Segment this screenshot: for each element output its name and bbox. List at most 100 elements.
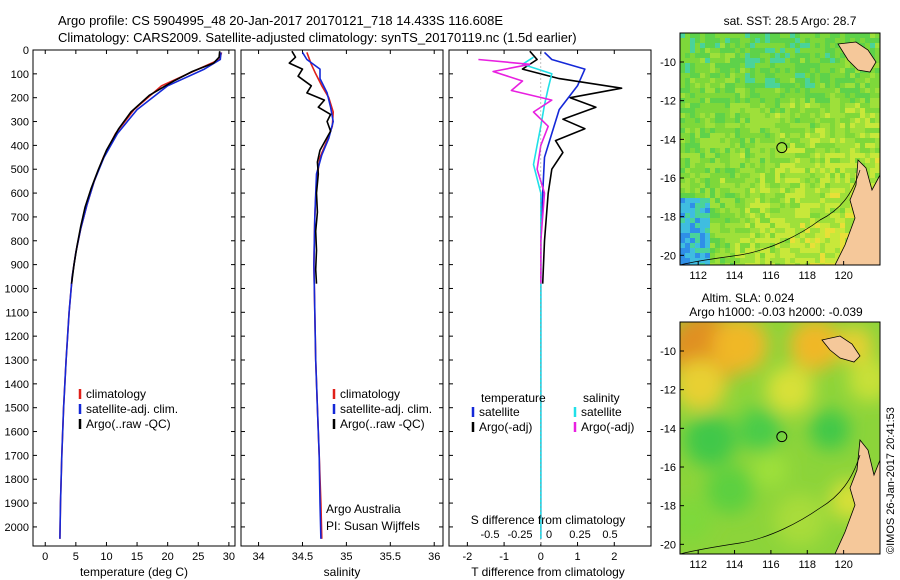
y-tick-label: 1200 (5, 331, 29, 343)
x-tick-label: 10 (100, 551, 112, 563)
difference-legend: temperature salinity satelliteArgo(-adj)… (471, 391, 634, 434)
salinity-axes (240, 49, 444, 547)
sla-subtitle: Argo h1000: -0.03 h2000: -0.039 (689, 305, 863, 319)
map-y-tick-label: -16 (660, 173, 676, 185)
map-x-tick-label: 116 (762, 270, 780, 282)
y-tick-label: 0 (23, 45, 29, 57)
legend-label: satellite-adj. clim. (86, 402, 178, 416)
x-tick-label: 35 (340, 551, 352, 563)
y-tick-label: 200 (11, 93, 29, 105)
series-line-climatology (59, 52, 223, 539)
t-difference-xlabel: T difference from climatology (471, 565, 625, 579)
y-tick-label: 900 (11, 260, 29, 272)
series-line-t-argo-adj- (521, 50, 623, 284)
s-tick-label: 0.5 (602, 529, 617, 541)
series-line-t-satellite (539, 51, 586, 539)
s-difference-label: S difference from climatology (471, 513, 626, 527)
map-y-tick-label: -10 (660, 57, 676, 69)
y-tick-label: 1100 (5, 307, 29, 319)
s-difference-ticks: -0.5 -0.25 0 0.25 0.5 (481, 529, 618, 541)
map-x-tick-label: 118 (798, 559, 816, 571)
salinity-panel: 34 34.5 35 35.5 36 climatologysatellite-adj.… (240, 49, 444, 579)
temperature-xlabel: temperature (deg C) (80, 565, 188, 579)
x-tick-label: 2 (611, 551, 617, 563)
legend-label: satellite-adj. clim. (340, 402, 432, 416)
header-line1: Argo profile: CS 5904995_48 20-Jan-2017 … (58, 13, 503, 28)
sst-axes (679, 32, 881, 266)
map-x-tick-label: 116 (762, 559, 780, 571)
map-x-tick-label: 120 (834, 270, 852, 282)
x-tick-label: 20 (162, 551, 174, 563)
sla-title: Altim. SLA: 0.024 (702, 291, 795, 305)
map-y-tick-label: -14 (660, 423, 676, 435)
bathymetry-contour (680, 169, 861, 265)
legend-label: satellite (479, 405, 520, 419)
y-tick-label: 100 (11, 69, 29, 81)
series-line-argo-raw-qc- (70, 51, 221, 284)
legend-label: satellite (581, 405, 622, 419)
legend-temperature-title: temperature (481, 391, 546, 405)
map-y-tick-label: -20 (660, 250, 676, 262)
legend-label: Argo(..raw -QC) (340, 417, 425, 431)
y-tick-label: 500 (11, 164, 29, 176)
s-tick-label: -0.5 (481, 529, 500, 541)
difference-axes (448, 49, 652, 547)
legend-label: Argo(..raw -QC) (86, 417, 171, 431)
coastline (834, 159, 880, 265)
map-x-tick-label: 118 (798, 270, 816, 282)
map-y-tick-label: -18 (660, 212, 676, 224)
map-x-tick-label: 114 (726, 559, 744, 571)
x-tick-label: 5 (73, 551, 79, 563)
x-tick-label: -1 (499, 551, 509, 563)
x-tick-label: 1 (574, 551, 580, 563)
sla-heatmap (680, 322, 880, 554)
s-tick-label: 0 (546, 529, 552, 541)
argo-location-marker (776, 142, 788, 154)
salinity-x-axis: 34 34.5 35 35.5 36 (252, 50, 440, 563)
pi-note: PI: Susan Wijffels (326, 519, 420, 533)
y-tick-label: 800 (11, 236, 29, 248)
difference-lines (478, 50, 623, 546)
y-tick-label: 300 (11, 117, 29, 129)
series-line-satellite-adj-clim- (59, 52, 222, 539)
salinity-xlabel: salinity (324, 565, 361, 579)
x-tick-label: 34 (252, 551, 264, 563)
y-tick-label: 1800 (5, 474, 29, 486)
map-x-tick-label: 114 (726, 270, 744, 282)
y-tick-label: 1300 (5, 355, 29, 367)
series-line-argo-raw-qc- (288, 50, 332, 284)
x-tick-label: 34.5 (292, 551, 313, 563)
legend-label: climatology (86, 387, 146, 401)
sla-argo-location-marker (776, 431, 788, 443)
sst-title: sat. SST: 28.5 Argo: 28.7 (724, 14, 857, 28)
sst-axis-ticks: 112 114 116 118 120 -10 -12 -14 -16 -18 -20 (660, 57, 853, 282)
map-x-tick-label: 112 (689, 270, 707, 282)
y-tick-label: 700 (11, 212, 29, 224)
series-line-satellite-adj-clim- (301, 51, 335, 539)
map-x-tick-label: 112 (689, 559, 707, 571)
map-y-tick-label: -16 (660, 462, 676, 474)
sla-coastline (834, 438, 880, 554)
map-y-tick-label: -10 (660, 346, 676, 358)
y-tick-label: 1900 (5, 498, 29, 510)
temperature-x-axis: 0 5 10 15 20 25 30 (42, 50, 235, 563)
s-tick-label: 0.25 (569, 529, 590, 541)
x-tick-label: 36 (428, 551, 440, 563)
sla-bathymetry-contour (680, 454, 861, 554)
imos-timestamp: ©IMOS 26-Jan-2017 20:41:53 (885, 407, 897, 554)
salinity-depth-ticks (241, 49, 443, 528)
depth-axis: 0 100 200 300 400 500 600 700 800 900 1000 1100 1200… (5, 45, 235, 534)
sla-map-panel: Altim. SLA: 0.024 Argo h1000: -0.03 h200… (660, 291, 881, 571)
land-patch (837, 41, 877, 73)
argo-australia-note: Argo Australia (326, 502, 401, 516)
map-y-tick-label: -12 (660, 96, 676, 108)
y-tick-label: 1500 (5, 403, 29, 415)
y-tick-label: 2000 (5, 522, 29, 534)
legend-label: climatology (340, 387, 400, 401)
y-tick-label: 1700 (5, 450, 29, 462)
header-line2: Climatology: CARS2009. Satellite-adjuste… (58, 30, 577, 45)
temperature-lines (59, 51, 223, 539)
y-tick-label: 1000 (5, 283, 29, 295)
difference-panel: -2 -1 0 1 2 temperature salinity satelliteAr… (448, 49, 652, 579)
